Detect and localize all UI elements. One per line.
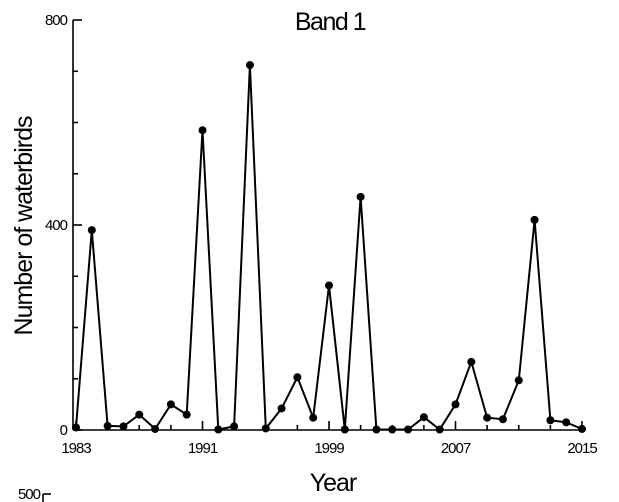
data-point <box>309 413 318 422</box>
y-tick-label: 400 <box>45 217 68 234</box>
series-line-group <box>72 61 586 434</box>
data-point <box>166 400 175 409</box>
data-point <box>214 425 223 434</box>
data-point <box>340 425 349 434</box>
data-point <box>119 422 128 431</box>
data-point <box>372 425 381 434</box>
data-point <box>151 424 160 433</box>
data-point <box>230 422 239 431</box>
y-tick-label: 800 <box>45 12 68 29</box>
x-tick-label: 2015 <box>567 440 597 457</box>
data-point <box>562 418 571 427</box>
data-point <box>530 215 539 224</box>
data-point <box>498 415 507 424</box>
y-axis: 0 400 800 <box>45 12 82 439</box>
data-point <box>277 404 286 413</box>
data-point <box>198 126 207 135</box>
data-point <box>325 281 333 290</box>
data-point <box>293 373 302 382</box>
data-point <box>467 357 476 366</box>
data-point <box>388 425 397 434</box>
x-tick-label: 1991 <box>188 440 218 457</box>
x-axis: 1983 1991 1999 2007 2015 <box>61 421 598 457</box>
data-point <box>419 413 428 422</box>
data-point <box>245 61 254 70</box>
y-axis-title: Number of waterbirds <box>10 116 38 335</box>
data-point <box>578 424 586 433</box>
series-line <box>75 65 583 432</box>
data-point <box>435 425 444 434</box>
chart-title: Band 1 <box>295 8 366 36</box>
data-point <box>135 410 144 419</box>
next-panel-axis: 500 <box>18 486 51 502</box>
data-point <box>546 416 555 425</box>
data-point <box>261 424 270 433</box>
x-tick-label: 1999 <box>314 440 344 457</box>
x-tick-label: 1983 <box>61 440 91 457</box>
data-point <box>451 400 460 409</box>
x-tick-label: 2007 <box>441 440 471 457</box>
data-point <box>103 421 112 430</box>
x-axis-title: Year <box>310 469 357 497</box>
next-panel-tick-label: 500 <box>18 486 41 502</box>
data-point <box>356 192 365 201</box>
y-tick-label: 0 <box>60 422 68 439</box>
data-point <box>404 425 413 434</box>
data-point <box>182 410 191 419</box>
data-point <box>72 423 80 432</box>
data-point <box>87 226 96 235</box>
data-point <box>514 376 523 385</box>
data-point <box>483 413 492 422</box>
